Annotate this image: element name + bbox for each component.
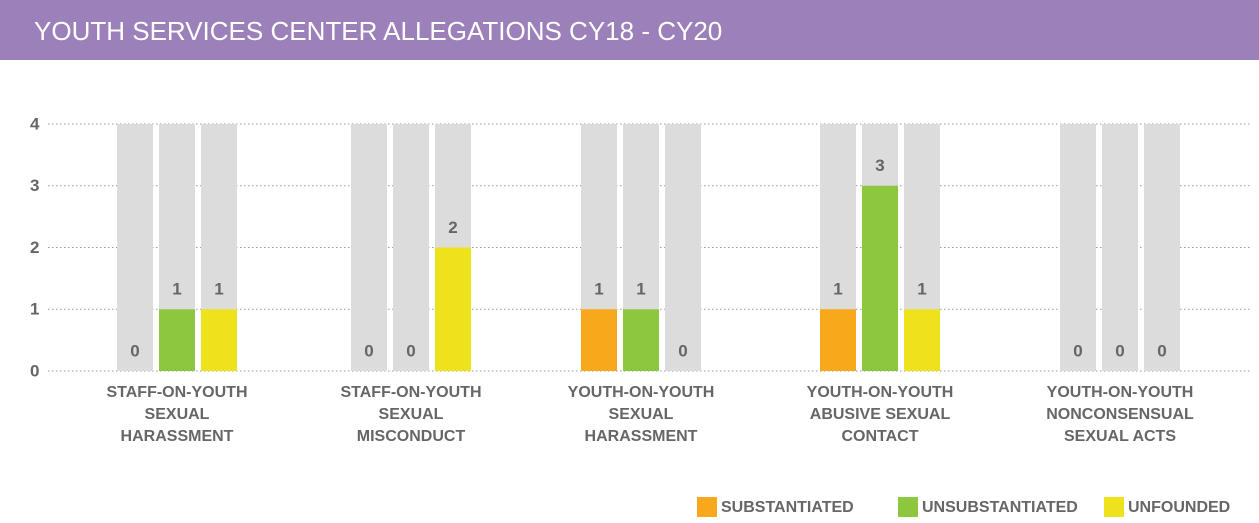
value-label: 0 [406, 341, 415, 360]
y-tick-label: 1 [30, 300, 39, 319]
bar-background [665, 124, 701, 371]
x-tick-label-line: STAFF-ON-YOUTH [106, 384, 247, 401]
x-tick-label: YOUTH-ON-YOUTH ABUSIVE SEXUAL CONTACT [807, 384, 954, 445]
bar [862, 185, 898, 371]
value-label: 3 [875, 156, 884, 175]
legend-swatch [1104, 497, 1124, 517]
value-label: 0 [364, 341, 373, 360]
x-tick-label-line: SEXUAL [609, 406, 674, 423]
value-label: 1 [636, 280, 645, 299]
bar [201, 309, 237, 371]
value-label: 1 [594, 280, 603, 299]
value-label: 0 [678, 341, 687, 360]
bar-background [351, 124, 387, 371]
x-tick-label-line: YOUTH-ON-YOUTH [568, 384, 715, 401]
value-label: 1 [172, 280, 181, 299]
x-tick-label-line: SEXUAL [379, 406, 444, 423]
value-label: 1 [833, 280, 842, 299]
x-tick-label: STAFF-ON-YOUTH SEXUAL HARASSMENT [106, 384, 247, 445]
x-tick-label-line: HARASSMENT [585, 428, 698, 445]
x-tick-label-line: HARASSMENT [121, 428, 234, 445]
legend-label: UNSUBSTANTIATED [922, 499, 1078, 516]
bar [159, 309, 195, 371]
value-label: 1 [214, 280, 223, 299]
title-banner [0, 0, 1259, 60]
legend-swatch [898, 497, 918, 517]
x-tick-label-line: MISCONDUCT [357, 428, 466, 445]
x-tick-label: YOUTH-ON-YOUTH SEXUAL HARASSMENT [568, 384, 715, 445]
x-tick-label-line: CONTACT [841, 428, 918, 445]
y-tick-label: 4 [30, 114, 40, 133]
bar [623, 309, 659, 371]
legend-swatch [697, 497, 717, 517]
x-tick-label-line: YOUTH-ON-YOUTH [807, 384, 954, 401]
value-label: 0 [1157, 341, 1166, 360]
bar-background [1060, 124, 1096, 371]
bar [581, 309, 617, 371]
value-label: 0 [1115, 341, 1124, 360]
bar [435, 247, 471, 371]
value-label: 0 [1073, 341, 1082, 360]
y-tick-label: 0 [30, 361, 39, 380]
x-tick-label-line: ABUSIVE SEXUAL [810, 406, 951, 423]
x-tick-label-line: SEXUAL [145, 406, 210, 423]
x-tick-label: YOUTH-ON-YOUTH NONCONSENSUAL SEXUAL ACTS [1046, 384, 1194, 445]
bar-background [1102, 124, 1138, 371]
x-tick-label-line: YOUTH-ON-YOUTH [1047, 384, 1194, 401]
bar-background [117, 124, 153, 371]
x-tick-label-line: STAFF-ON-YOUTH [340, 384, 481, 401]
value-label: 1 [917, 280, 926, 299]
bar [904, 309, 940, 371]
bar-background [1144, 124, 1180, 371]
bar-background [393, 124, 429, 371]
value-label: 0 [130, 341, 139, 360]
value-label: 2 [448, 218, 457, 237]
chart-title: YOUTH SERVICES CENTER ALLEGATIONS CY18 -… [34, 16, 722, 46]
legend-label: SUBSTANTIATED [721, 499, 854, 516]
y-tick-label: 3 [30, 176, 39, 195]
x-tick-label-line: NONCONSENSUAL [1046, 406, 1194, 423]
y-tick-label: 2 [30, 238, 39, 257]
legend-label: UNFOUNDED [1128, 499, 1230, 516]
x-tick-label: STAFF-ON-YOUTH SEXUAL MISCONDUCT [340, 384, 481, 445]
x-tick-label-line: SEXUAL ACTS [1064, 428, 1176, 445]
bar [820, 309, 856, 371]
